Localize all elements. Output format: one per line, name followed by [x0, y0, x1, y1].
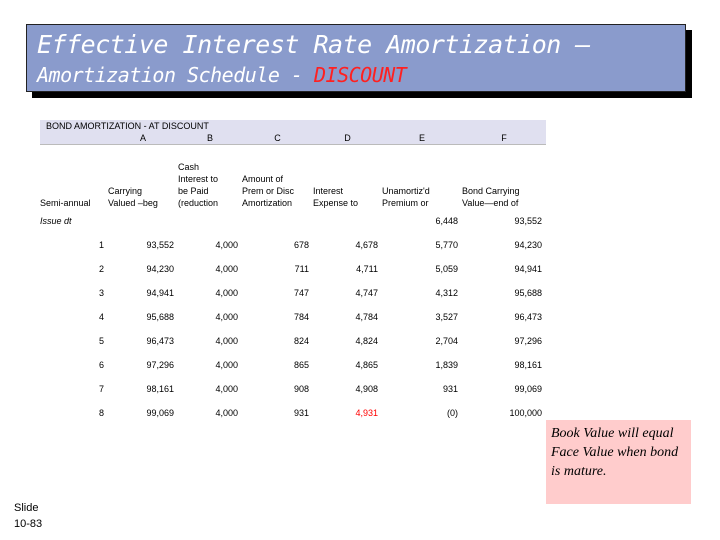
carrying-beg-cell: 99,069 — [146, 408, 174, 418]
expense-cell: 4,931 — [355, 408, 378, 418]
unamortized-cell: 5,059 — [435, 264, 458, 274]
period-cell: 1 — [98, 240, 104, 250]
expense-cell: 4,678 — [355, 240, 378, 250]
column-header: Interest Expense to be Recorded — [313, 186, 359, 208]
amortization-cell: 678 — [293, 240, 309, 250]
expense-cell: 4,711 — [356, 264, 378, 274]
issue-row: Issue dt 6,448 93,552 — [40, 209, 546, 233]
column-letters-row: A B C D E F — [40, 133, 546, 144]
carrying-beg-cell: 94,941 — [146, 288, 174, 298]
title-line-2: Amortization Schedule - DISCOUNT — [37, 63, 407, 87]
unamortized-cell: 4,312 — [435, 288, 458, 298]
cash-cell: 4,000 — [215, 408, 238, 418]
period-cell: 7 — [98, 384, 104, 394]
callout-note: Book Value will equal Face Value when bo… — [546, 420, 691, 504]
amortization-cell: 711 — [294, 264, 309, 274]
table-row: 4 95,688 4,000 784 4,784 3,527 96,473 — [40, 305, 546, 329]
amortization-cell: 931 — [293, 408, 309, 418]
title-line-2-prefix: Amortization Schedule - — [37, 63, 314, 87]
expense-cell: 4,784 — [355, 312, 378, 322]
period-cell: 2 — [98, 264, 104, 274]
title-banner: Effective Interest Rate Amortization – A… — [26, 24, 686, 92]
column-header: Cash Interest to be Paid (reduction to c… — [178, 162, 219, 208]
carrying-beg-cell: 97,296 — [146, 360, 174, 370]
amortization-cell: 865 — [293, 360, 309, 370]
carrying-beg-cell: 96,473 — [146, 336, 174, 346]
issue-carrying-end: 93,552 — [514, 216, 542, 226]
table-row: 2 94,230 4,000 711 4,711 5,059 94,941 — [40, 257, 546, 281]
table-row: 5 96,473 4,000 824 4,824 2,704 97,296 — [40, 329, 546, 353]
table-row: 1 93,552 4,000 678 4,678 5,770 94,230 — [40, 233, 546, 257]
table-row: 8 99,069 4,000 931 4,931 (0) 100,000 — [40, 401, 546, 425]
unamortized-cell: (0) — [447, 408, 458, 418]
cash-cell: 4,000 — [215, 288, 238, 298]
carrying-end-cell: 98,161 — [514, 360, 542, 370]
column-header: Semi-annual int. period — [40, 198, 91, 208]
column-letter — [40, 133, 108, 144]
column-letter: B — [206, 133, 213, 143]
title-highlight: DISCOUNT — [313, 63, 407, 87]
unamortized-cell: 5,770 — [435, 240, 458, 250]
unamortized-cell: 3,527 — [435, 312, 458, 322]
amortization-cell: 784 — [293, 312, 309, 322]
carrying-beg-cell: 93,552 — [146, 240, 174, 250]
period-cell: 8 — [98, 408, 104, 418]
table-heading: BOND AMORTIZATION - AT DISCOUNT — [40, 120, 546, 133]
expense-cell: 4,865 — [355, 360, 378, 370]
column-header: Carrying Valued –beg of period — [108, 186, 158, 208]
amortization-table: BOND AMORTIZATION - AT DISCOUNT A B C D … — [40, 120, 546, 425]
cash-cell: 4,000 — [215, 384, 238, 394]
column-letter: A — [139, 133, 146, 143]
carrying-end-cell: 96,473 — [514, 312, 542, 322]
expense-cell: 4,824 — [355, 336, 378, 346]
unamortized-cell: 931 — [442, 384, 458, 394]
amortization-cell: 824 — [293, 336, 309, 346]
table-row: 7 98,161 4,000 908 4,908 931 99,069 — [40, 377, 546, 401]
carrying-end-cell: 95,688 — [514, 288, 542, 298]
cash-cell: 4,000 — [215, 336, 238, 346]
period-cell: 6 — [98, 360, 104, 370]
table-row: 3 94,941 4,000 747 4,747 4,312 95,688 — [40, 281, 546, 305]
carrying-end-cell: 94,230 — [514, 240, 542, 250]
slide-label-line-1: Slide — [14, 502, 39, 514]
carrying-end-cell: 97,296 — [514, 336, 542, 346]
cash-cell: 4,000 — [215, 264, 238, 274]
carrying-end-cell: 94,941 — [514, 264, 542, 274]
carrying-end-cell: 99,069 — [514, 384, 542, 394]
table-body: 1 93,552 4,000 678 4,678 5,770 94,230 2 94,230 4,… — [40, 233, 546, 425]
column-header: Amount of Prem or Disc Amortization — [242, 174, 295, 208]
title-line-1: Effective Interest Rate Amortization – — [37, 30, 590, 59]
period-cell: 4 — [98, 312, 104, 322]
column-header-row: Semi-annual int. period Carrying Valued … — [40, 144, 546, 209]
cash-cell: 4,000 — [215, 240, 238, 250]
cash-cell: 4,000 — [215, 312, 238, 322]
unamortized-cell: 2,704 — [435, 336, 458, 346]
slide-number: Slide 10-83 — [14, 500, 42, 532]
period-cell: 5 — [98, 336, 104, 346]
amortization-cell: 747 — [293, 288, 309, 298]
column-letter: C — [274, 133, 281, 143]
amortization-cell: 908 — [293, 384, 309, 394]
expense-cell: 4,747 — [355, 288, 378, 298]
column-letter: D — [344, 133, 351, 143]
unamortized-cell: 1,839 — [435, 360, 458, 370]
slide-label-line-2: 10-83 — [14, 518, 43, 530]
carrying-beg-cell: 98,161 — [146, 384, 174, 394]
table-row: 6 97,296 4,000 865 4,865 1,839 98,161 — [40, 353, 546, 377]
period-cell: 3 — [98, 288, 104, 298]
carrying-beg-cell: 94,230 — [146, 264, 174, 274]
carrying-end-cell: 100,000 — [509, 408, 542, 418]
column-letter: F — [501, 133, 507, 143]
carrying-beg-cell: 95,688 — [146, 312, 174, 322]
issue-label: Issue dt — [40, 216, 72, 226]
cash-cell: 4,000 — [215, 360, 238, 370]
issue-discount: 6,448 — [435, 216, 458, 226]
column-header: Unamortiz'd Premium or Discount — [382, 186, 430, 208]
column-header: Bond Carrying Value—end of period — [462, 186, 520, 208]
expense-cell: 4,908 — [355, 384, 378, 394]
column-letter: E — [418, 133, 425, 143]
